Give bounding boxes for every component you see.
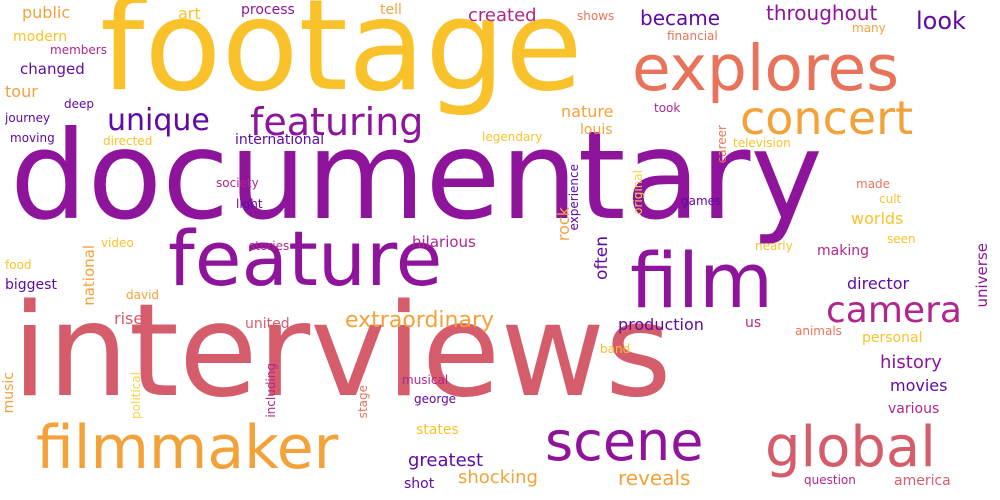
- word-director: director: [847, 274, 910, 293]
- word-hilarious: hilarious: [412, 233, 476, 251]
- word-footage: footage: [100, 0, 583, 119]
- word-musical: musical: [402, 373, 449, 387]
- word-journey: journey: [5, 111, 51, 125]
- word-light: light: [236, 197, 263, 211]
- word-biggest: biggest: [5, 277, 57, 293]
- word-often: often: [592, 236, 612, 280]
- word-made: made: [856, 177, 891, 191]
- word-animals: animals: [795, 324, 842, 338]
- word-making: making: [817, 243, 869, 259]
- word-many: many: [852, 21, 886, 35]
- word-question: question: [804, 473, 856, 487]
- word-various: various: [888, 401, 940, 417]
- word-featuring: featuring: [250, 100, 424, 144]
- word-feature: feature: [168, 214, 443, 303]
- word-extraordinary: extraordinary: [345, 308, 495, 333]
- word-greatest: greatest: [408, 450, 484, 471]
- word-explores: explores: [632, 32, 900, 105]
- word-louis: louis: [580, 122, 613, 138]
- word-film: film: [630, 236, 774, 325]
- word-shocking: shocking: [458, 467, 538, 488]
- word-society: society: [216, 176, 259, 190]
- word-documentary: documentary: [10, 105, 823, 247]
- word-members: members: [50, 43, 107, 57]
- word-universe: universe: [973, 243, 991, 308]
- word-scene: scene: [545, 410, 704, 473]
- word-food: food: [5, 258, 32, 272]
- word-career: career: [715, 125, 729, 164]
- word-games: games: [681, 194, 722, 208]
- word-united: united: [245, 316, 290, 332]
- word-music: music: [1, 372, 17, 414]
- word-video: video: [101, 236, 134, 250]
- word-television: television: [733, 136, 791, 150]
- word-tell: tell: [380, 2, 402, 18]
- word-movies: movies: [890, 376, 948, 395]
- word-personal: personal: [862, 330, 923, 346]
- word-political: political: [129, 372, 143, 419]
- word-took: took: [654, 101, 681, 115]
- word-concert: concert: [740, 91, 914, 145]
- word-tour: tour: [5, 82, 38, 101]
- word-created: created: [468, 5, 537, 26]
- word-seen: seen: [887, 232, 916, 246]
- word-international: international: [235, 132, 325, 148]
- word-moving: moving: [10, 131, 55, 145]
- word-states: states: [416, 422, 459, 438]
- word-david: david: [126, 288, 160, 302]
- word-unique: unique: [107, 103, 210, 138]
- word-directed: directed: [103, 134, 153, 148]
- word-deep: deep: [64, 97, 94, 111]
- word-reveals: reveals: [618, 466, 691, 490]
- word-interviews: interviews: [12, 277, 672, 426]
- word-national: national: [80, 245, 98, 306]
- word-original: original: [631, 170, 645, 215]
- word-stories: stories: [249, 239, 290, 253]
- word-stage: stage: [356, 385, 370, 419]
- word-changed: changed: [20, 60, 85, 78]
- word-production: production: [618, 315, 704, 334]
- word-look: look: [916, 7, 966, 35]
- word-process: process: [241, 2, 295, 18]
- word-us: us: [745, 315, 762, 331]
- word-america: america: [894, 473, 951, 489]
- word-george: george: [414, 392, 457, 406]
- word-experience: experience: [567, 164, 581, 231]
- word-cult: cult: [879, 192, 902, 206]
- word-global: global: [765, 415, 936, 480]
- word-nature: nature: [561, 102, 614, 121]
- word-shot: shot: [404, 476, 435, 492]
- word-public: public: [22, 3, 71, 22]
- word-financial: financial: [667, 29, 718, 43]
- word-history: history: [880, 352, 942, 373]
- word-camera: camera: [826, 290, 962, 331]
- word-including: including: [264, 363, 278, 418]
- word-nearly: nearly: [755, 239, 793, 253]
- word-modern: modern: [13, 29, 68, 45]
- word-rise: rise: [114, 309, 144, 328]
- word-throughout: throughout: [766, 1, 878, 25]
- word-legendary: legendary: [482, 130, 543, 144]
- word-shows: shows: [577, 9, 615, 23]
- word-art: art: [178, 4, 201, 23]
- word-worlds: worlds: [851, 209, 904, 228]
- word-became: became: [640, 6, 721, 30]
- word-filmmaker: filmmaker: [36, 413, 339, 483]
- word-band: band: [600, 342, 631, 356]
